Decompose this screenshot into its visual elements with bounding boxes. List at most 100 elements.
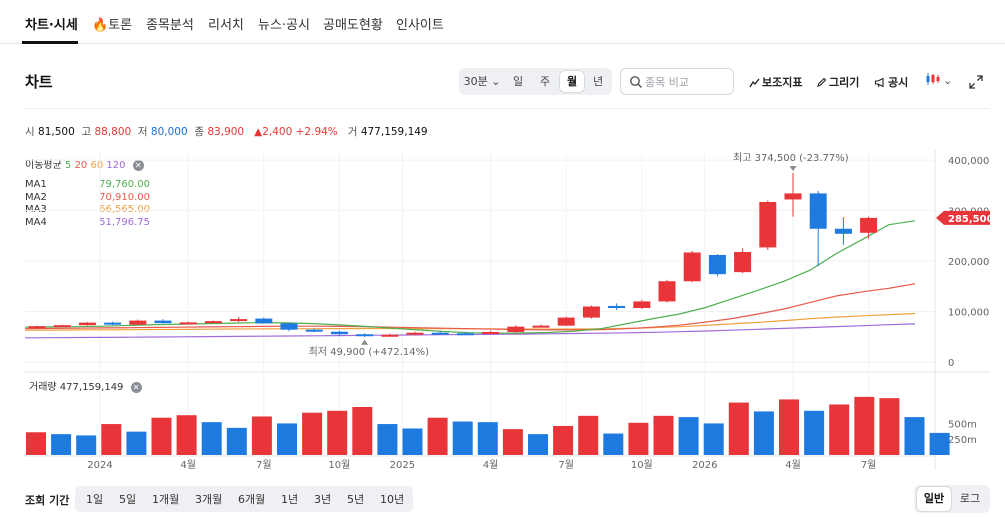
- candle-body: [784, 193, 802, 200]
- fullscreen-icon[interactable]: [969, 75, 983, 89]
- candle-body: [633, 301, 651, 308]
- volume-bar: [377, 424, 398, 455]
- volume-bar: [904, 417, 925, 455]
- chevron-down-icon: ⌄: [491, 75, 501, 88]
- compare-input[interactable]: [645, 73, 729, 91]
- candle-body: [28, 326, 46, 329]
- x-tick-label: 4월: [180, 459, 196, 471]
- draw-button[interactable]: 그리기: [816, 74, 859, 90]
- candle-body: [708, 254, 726, 275]
- tab-insight[interactable]: 인사이트: [396, 18, 444, 33]
- candle-body: [230, 319, 248, 322]
- volume-bar: [703, 423, 724, 455]
- candle-body: [683, 252, 701, 282]
- candle-body: [608, 305, 626, 308]
- compare-search-box: [620, 68, 734, 95]
- change-percent: +2.94%: [295, 126, 338, 138]
- candle-body: [381, 334, 399, 337]
- scale-linear[interactable]: 일반: [917, 487, 951, 511]
- range-1m[interactable]: 1개월: [152, 493, 180, 506]
- range-1d[interactable]: 1일: [86, 493, 104, 506]
- high-label: 고: [81, 126, 92, 138]
- toolbar-divider: [25, 108, 990, 109]
- range-3m[interactable]: 3개월: [195, 493, 223, 506]
- range-6m[interactable]: 6개월: [238, 493, 266, 506]
- current-price-label: 285,500: [948, 214, 994, 225]
- volume-bar: [176, 415, 197, 455]
- volume-bar: [753, 411, 774, 455]
- period-30min-label: 30분: [463, 75, 488, 88]
- ma-period-60: 60: [90, 160, 104, 171]
- ma-name: MA2: [25, 192, 47, 203]
- volume-bar: [804, 410, 825, 455]
- disclosure-button[interactable]: 공시: [874, 74, 908, 90]
- trend-line-icon: [749, 78, 760, 88]
- candle-body: [255, 318, 273, 324]
- tab-research[interactable]: 리서치: [208, 18, 244, 33]
- ma-period-120: 120: [106, 160, 126, 171]
- indicator-label: 보조지표: [762, 76, 803, 89]
- candle-body: [860, 217, 878, 233]
- volume-bar: [578, 415, 599, 455]
- change-value: 2,400: [262, 126, 293, 138]
- tab-chart-quote[interactable]: 차트·시세: [25, 18, 78, 33]
- period-year[interactable]: 년: [592, 75, 604, 88]
- volume-bar: [226, 427, 247, 455]
- ohlc-summary: 시 81,500 고 88,800 저 80,000 종 83,900 ▲2,4…: [25, 124, 428, 139]
- range-1y[interactable]: 1년: [281, 493, 299, 506]
- range-3y[interactable]: 3년: [314, 493, 332, 506]
- tab-news-disclosure[interactable]: 뉴스·공시: [258, 18, 310, 33]
- volume-bar: [327, 410, 348, 455]
- ma2-line: [24, 283, 916, 331]
- ma1-line: [24, 220, 916, 334]
- volume-total: 477,159,149: [59, 382, 124, 393]
- volume-bar: [779, 399, 799, 455]
- candle-body: [154, 320, 172, 324]
- period-day[interactable]: 일: [512, 75, 524, 88]
- ma-period-20: 20: [74, 160, 88, 171]
- range-5y[interactable]: 5년: [347, 493, 365, 506]
- volume-bar: [628, 422, 649, 455]
- volume-bar: [929, 432, 950, 455]
- tab-short-selling[interactable]: 공매도현황: [323, 18, 383, 33]
- period-week[interactable]: 주: [539, 75, 551, 88]
- search-icon: [630, 76, 642, 88]
- y-tick-label: 400,000: [948, 156, 989, 167]
- volume-bar: [51, 434, 72, 455]
- candle-body: [532, 325, 550, 328]
- x-tick-label: 4월: [483, 459, 499, 471]
- megaphone-icon: [874, 77, 884, 88]
- ma-name: MA3: [25, 204, 47, 215]
- candle-body: [179, 322, 197, 325]
- range-5d[interactable]: 5일: [119, 493, 137, 506]
- high-marker: [789, 165, 797, 171]
- tab-discussion[interactable]: 🔥토론: [92, 14, 132, 33]
- candle-body: [129, 320, 147, 325]
- volume-close-icon[interactable]: ✕: [130, 382, 142, 393]
- candle-body: [482, 331, 500, 334]
- range-10y[interactable]: 10년: [380, 493, 405, 506]
- tab-discussion-label: 토론: [108, 18, 133, 33]
- scale-log[interactable]: 로그: [959, 492, 981, 505]
- candle-body: [78, 322, 96, 326]
- candle-body: [280, 323, 298, 330]
- x-tick-label: 7월: [558, 459, 574, 471]
- volume-bar: [678, 417, 699, 455]
- ma4-line: [24, 323, 916, 339]
- period-selector: 30분 ⌄ 일 주 월 년: [459, 68, 612, 95]
- candle-body: [759, 201, 777, 248]
- chart-type-dropdown[interactable]: ⌄: [925, 72, 952, 87]
- candle-body: [507, 326, 525, 332]
- period-30min-dropdown[interactable]: 30분 ⌄: [462, 71, 502, 92]
- indicator-button[interactable]: 보조지표: [749, 74, 802, 90]
- low-label: 저: [137, 126, 148, 138]
- open-label: 시: [25, 126, 35, 138]
- volume-tick-label: 500m: [948, 419, 977, 430]
- x-tick-label: 2026: [692, 460, 717, 471]
- period-month[interactable]: 월: [560, 71, 584, 92]
- ma-close-icon[interactable]: ✕: [132, 160, 144, 171]
- tab-stock-analysis[interactable]: 종목분석: [146, 18, 194, 33]
- draw-label: 그리기: [829, 76, 860, 89]
- ma-name: MA1: [25, 179, 47, 190]
